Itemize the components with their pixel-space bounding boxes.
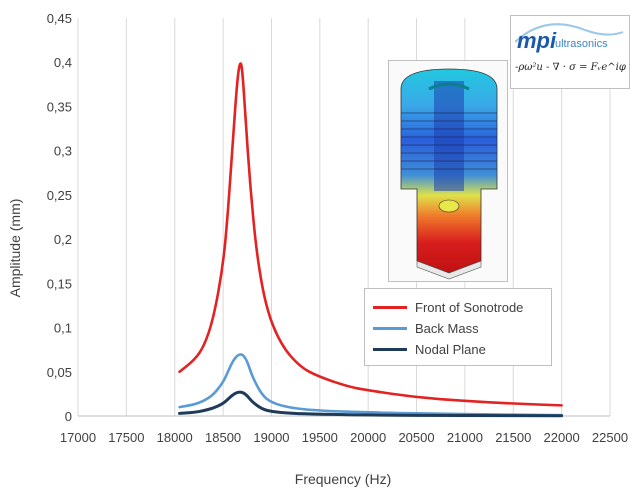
x-tick-label: 21500: [495, 430, 531, 445]
series-line-back-mass: [178, 353, 563, 417]
sonotrode-simulation-image: [388, 60, 508, 282]
legend-label: Nodal Plane: [415, 341, 486, 357]
x-tick-label: 20000: [350, 430, 386, 445]
x-tick-label: 18000: [157, 430, 193, 445]
x-tick-label: 17500: [108, 430, 144, 445]
x-tick-label: 20500: [398, 430, 434, 445]
y-tick-label: 0,1: [54, 321, 72, 336]
legend-item-nodal-plane: Nodal Plane: [373, 339, 486, 359]
y-tick-label: 0,25: [47, 188, 72, 203]
mpi-ultrasonics-logo: mpi ultrasonics: [515, 23, 624, 53]
y-tick-label: 0,35: [47, 99, 72, 114]
x-tick-label: 22500: [592, 430, 628, 445]
legend-swatch: [373, 347, 407, 351]
legend-item-front-of-sonotrode: Front of Sonotrode: [373, 297, 523, 317]
y-tick-label: 0,2: [54, 232, 72, 247]
chart-legend: Front of Sonotrode Back Mass Nodal Plane: [364, 288, 552, 366]
x-tick-label: 19000: [253, 430, 289, 445]
brand-logo-box: mpi ultrasonics -ρω²u - ∇ · σ = Fᵥe^iφ: [510, 15, 630, 89]
legend-swatch: [373, 305, 407, 309]
series-line-front-of-sonotrode: [178, 62, 563, 407]
legend-label: Back Mass: [415, 320, 479, 336]
y-tick-label: 0,05: [47, 365, 72, 380]
y-tick-label: 0,3: [54, 144, 72, 159]
logo-mark-text: mpi: [517, 28, 557, 53]
y-tick-label: 0: [65, 409, 72, 424]
y-tick-label: 0,15: [47, 276, 72, 291]
x-axis-title: Frequency (Hz): [295, 471, 391, 487]
x-tick-label: 21000: [447, 430, 483, 445]
x-tick-label: 18500: [205, 430, 241, 445]
sonotrode-model-graphic: [400, 68, 498, 280]
x-tick-label: 17000: [60, 430, 96, 445]
governing-equation: -ρω²u - ∇ · σ = Fᵥe^iφ: [515, 62, 626, 73]
y-tick-label: 0,4: [54, 55, 72, 70]
x-axis-ticks: 17000 17500 18000 18500 19000 19500 20000 20500…: [60, 430, 628, 445]
y-axis-title: Amplitude (mm): [7, 199, 23, 298]
series-lines: [178, 62, 564, 418]
y-tick-label: 0,45: [47, 11, 72, 26]
y-axis-ticks: 0 0,05 0,1 0,15 0,2 0,25 0,3 0,35 0,4 0,45: [47, 11, 72, 424]
logo-brand-text: ultrasonics: [555, 38, 608, 50]
series-line-nodal-plane: [178, 390, 564, 418]
legend-swatch: [373, 326, 407, 330]
legend-label: Front of Sonotrode: [415, 299, 524, 315]
x-tick-label: 19500: [302, 430, 338, 445]
legend-item-back-mass: Back Mass: [373, 318, 479, 338]
x-tick-label: 22000: [544, 430, 580, 445]
